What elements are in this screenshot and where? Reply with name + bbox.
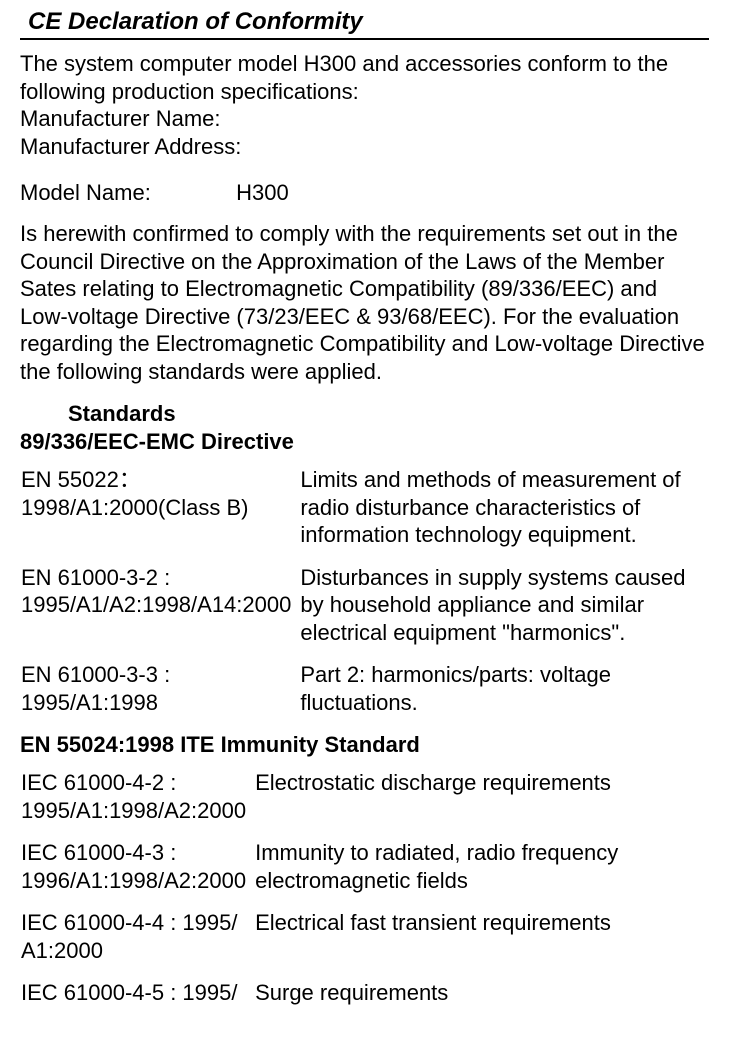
std-code: IEC 61000-4-2 : 1995/A1:1998/A2:2000 <box>20 768 254 838</box>
title-bar: CE Declaration of Conformity <box>20 8 709 40</box>
table-row: EN 55022：1998/A1:2000(Class B) Limits an… <box>20 465 709 563</box>
std-code: IEC 61000-4-5 : 1995/ A1:2000 <box>20 978 254 1021</box>
emc-directive-heading: 89/336/EEC-EMC Directive <box>20 429 709 455</box>
std-desc: Part 2: harmonics/parts: voltage fluctua… <box>299 660 709 730</box>
std-code: IEC 61000-4-3 : 1996/A1:1998/A2:2000 <box>20 838 254 908</box>
page-title: CE Declaration of Conformity <box>20 8 363 35</box>
model-name-value: H300 <box>236 180 289 205</box>
mfr-name-label: Manufacturer Name: <box>20 106 221 131</box>
std-code: IEC 61000-4-4 : 1995/ A1:2000 <box>20 908 254 978</box>
table-row: IEC 61000-4-4 : 1995/ A1:2000 Electrical… <box>20 908 709 978</box>
std-desc: Limits and methods of measurement of rad… <box>299 465 709 563</box>
immunity-heading: EN 55024:1998 ITE Immunity Standard <box>20 732 709 758</box>
table-row: IEC 61000-4-3 : 1996/A1:1998/A2:2000 Imm… <box>20 838 709 908</box>
mfr-addr-label: Manufacturer Address: <box>20 134 241 159</box>
std-desc: Immunity to radiated, radio frequency el… <box>254 838 709 908</box>
immunity-table: IEC 61000-4-2 : 1995/A1:1998/A2:2000 Ele… <box>20 768 709 1021</box>
std-code: EN 61000-3-2 : 1995/A1/A2:1998/A14:2000 <box>20 563 299 661</box>
std-code: EN 55022：1998/A1:2000(Class B) <box>20 465 299 563</box>
table-row: IEC 61000-4-5 : 1995/ A1:2000 Surge requ… <box>20 978 709 1021</box>
compliance-para: Is herewith confirmed to comply with the… <box>20 220 709 385</box>
table-row: IEC 61000-4-2 : 1995/A1:1998/A2:2000 Ele… <box>20 768 709 838</box>
std-desc: Disturbances in supply systems caused by… <box>299 563 709 661</box>
std-code: EN 61000-3-3 : 1995/A1:1998 <box>20 660 299 730</box>
model-row: Model Name: H300 <box>20 180 709 206</box>
intro-block: The system computer model H300 and acces… <box>20 50 709 160</box>
std-desc: Electrostatic discharge requirements <box>254 768 709 838</box>
table-row: EN 61000-3-2 : 1995/A1/A2:1998/A14:2000 … <box>20 563 709 661</box>
std-code-cutoff: IEC 61000-4-5 : 1995/ A1:2000 <box>21 979 246 1007</box>
standards-heading: Standards <box>20 401 709 427</box>
std-desc: Electrical fast transient requirements <box>254 908 709 978</box>
std-desc: Surge requirements <box>254 978 709 1021</box>
emc-table: EN 55022：1998/A1:2000(Class B) Limits an… <box>20 465 709 730</box>
intro-text: The system computer model H300 and acces… <box>20 51 668 104</box>
model-name-label: Model Name: <box>20 180 230 206</box>
table-row: EN 61000-3-3 : 1995/A1:1998 Part 2: harm… <box>20 660 709 730</box>
